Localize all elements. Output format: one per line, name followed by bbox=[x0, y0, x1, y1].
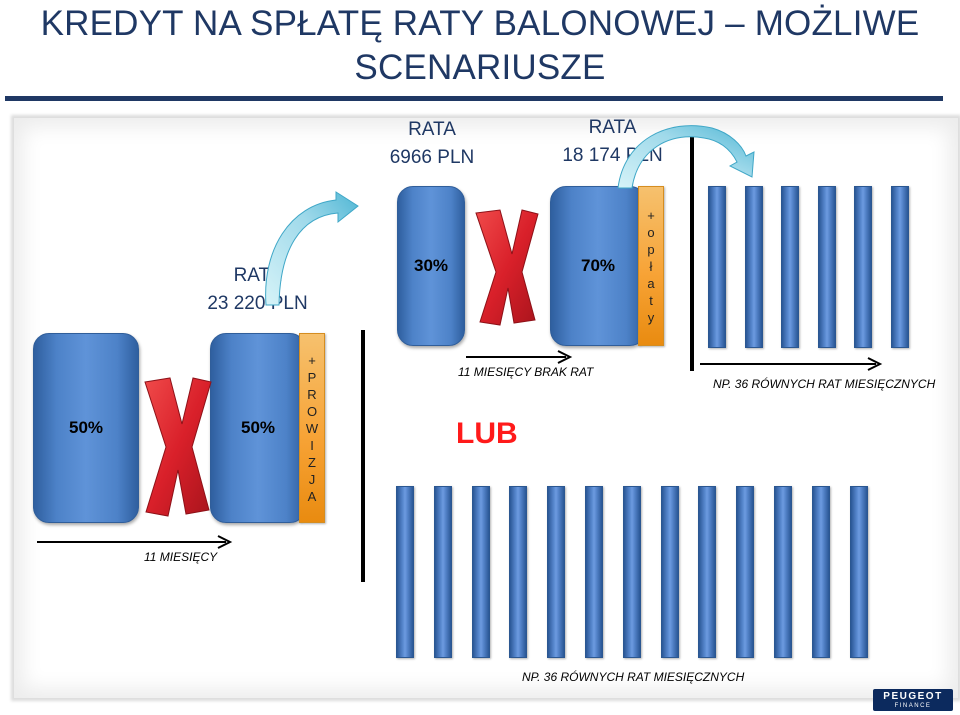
page-title: KREDYT NA SPŁATĘ RATY BALONOWEJ – MOŻLIW… bbox=[0, 2, 960, 90]
rata-mid-label: RATA bbox=[408, 119, 456, 140]
strip-prowizja-letter: P bbox=[307, 369, 317, 385]
or-label: LUB bbox=[456, 417, 518, 450]
strip-oplaty-letter: p bbox=[647, 241, 655, 257]
installment-bar-top bbox=[818, 186, 836, 348]
block-70-label: 70% bbox=[580, 256, 616, 275]
strip-prowizja-letter: R bbox=[307, 386, 317, 402]
strip-prowizja: + P R O W I Z J A bbox=[299, 333, 325, 523]
strip-prowizja-letter: A bbox=[307, 488, 317, 504]
strip-prowizja-letter: O bbox=[306, 403, 318, 419]
installment-bar-bottom bbox=[472, 486, 490, 658]
installment-bar-bottom bbox=[698, 486, 716, 658]
caption-11-months: 11 MIESIĘCY bbox=[144, 550, 218, 564]
block-50-first: 50% bbox=[33, 333, 139, 523]
separator-line-right bbox=[690, 126, 694, 371]
title-underline bbox=[5, 96, 943, 101]
rata-mid-value: 6966 PLN bbox=[389, 147, 475, 168]
installment-bar-bottom bbox=[509, 486, 527, 658]
installment-bar-top bbox=[891, 186, 909, 348]
installment-bar-bottom bbox=[396, 486, 414, 658]
curved-arrow-left-icon bbox=[265, 191, 359, 306]
logo-sub: FINANCE bbox=[894, 702, 932, 709]
block-30: 30% bbox=[397, 186, 465, 346]
strip-prowizja-letter: I bbox=[310, 437, 314, 453]
installment-bar-top bbox=[708, 186, 726, 348]
strip-prowizja-letter: Z bbox=[308, 454, 316, 470]
arrow-11-months-icon bbox=[37, 535, 233, 549]
installment-bar-bottom bbox=[623, 486, 641, 658]
installment-bar-top bbox=[781, 186, 799, 348]
caption-no-payments: 11 MIESIĘCY BRAK RAT bbox=[458, 365, 594, 379]
installment-bar-top bbox=[854, 186, 872, 348]
caption-36-equal-top: NP. 36 RÓWNYCH RAT MIESIĘCZNYCH bbox=[713, 377, 936, 391]
logo-brand: PEUGEOT bbox=[883, 690, 943, 702]
rata-left-value: 23 220 PLN bbox=[207, 293, 308, 314]
strip-oplaty-letter: a bbox=[647, 275, 655, 291]
strip-oplaty-letter: y bbox=[647, 309, 655, 325]
block-50-second: 50% bbox=[210, 333, 306, 523]
title-line-2: SCENARIUSZE bbox=[354, 48, 606, 87]
block-30-label: 30% bbox=[413, 256, 449, 275]
arrow-36-top-icon bbox=[700, 357, 883, 371]
peugeot-finance-logo: PEUGEOT FINANCE bbox=[873, 689, 953, 711]
installment-bar-bottom bbox=[547, 486, 565, 658]
arrow-no-payments-icon bbox=[466, 350, 573, 364]
installment-bar-bottom bbox=[434, 486, 452, 658]
installment-bar-bottom bbox=[736, 486, 754, 658]
installment-bar-bottom bbox=[850, 486, 868, 658]
strip-oplaty: + o p ł a t y bbox=[638, 186, 664, 346]
installment-bar-bottom bbox=[585, 486, 603, 658]
caption-36-equal-bottom: NP. 36 RÓWNYCH RAT MIESIĘCZNYCH bbox=[522, 670, 745, 684]
curved-arrow-right-icon bbox=[617, 125, 755, 189]
strip-oplaty-letter: o bbox=[647, 224, 655, 240]
strip-prowizja-letter: + bbox=[308, 352, 316, 368]
installment-bar-bottom bbox=[661, 486, 679, 658]
title-line-1: KREDYT NA SPŁATĘ RATY BALONOWEJ – MOŻLIW… bbox=[40, 4, 920, 43]
rata-right-label: RATA bbox=[588, 117, 637, 138]
installment-bar-top bbox=[745, 186, 763, 348]
block-50-first-label: 50% bbox=[68, 418, 104, 437]
installment-bar-bottom bbox=[774, 486, 792, 658]
block-70: 70% bbox=[550, 186, 646, 346]
installment-bar-bottom bbox=[812, 486, 830, 658]
strip-prowizja-letter: W bbox=[305, 420, 319, 436]
strip-oplaty-letter: + bbox=[647, 207, 655, 223]
strip-prowizja-letter: J bbox=[308, 471, 316, 487]
separator-line-left bbox=[361, 330, 365, 582]
cross-mid-icon bbox=[475, 209, 539, 326]
strip-oplaty-letter: t bbox=[649, 292, 653, 308]
block-50-second-label: 50% bbox=[240, 418, 276, 437]
strip-oplaty-letter: ł bbox=[649, 258, 653, 274]
rata-mid: RATA 6966 PLN bbox=[372, 116, 492, 172]
cross-left-icon bbox=[144, 377, 212, 517]
